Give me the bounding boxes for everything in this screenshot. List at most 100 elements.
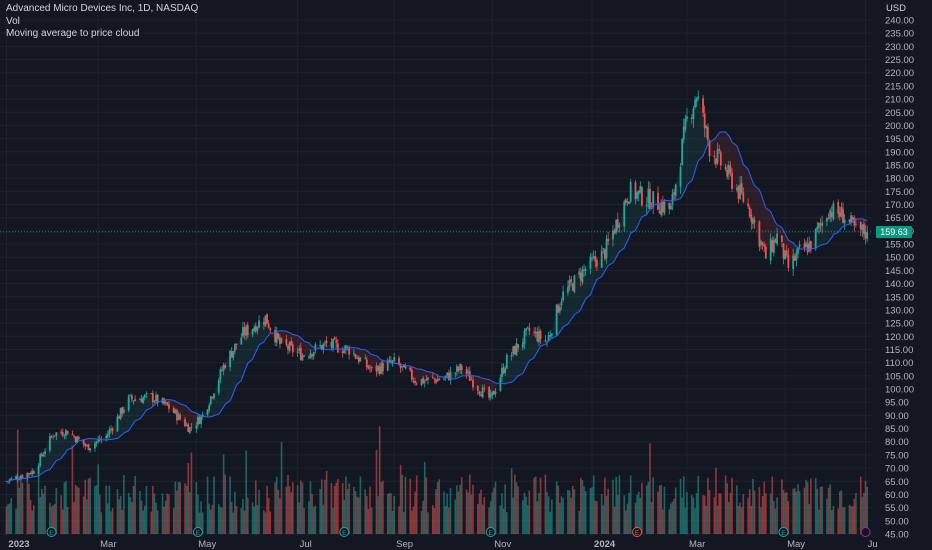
cloud-segment (94, 438, 97, 444)
volume-bar (446, 493, 449, 534)
earnings-marker-icon[interactable] (632, 527, 643, 537)
volume-bar (774, 508, 777, 534)
candle-body (251, 329, 254, 335)
volume-bar (370, 507, 373, 534)
symbol-title[interactable]: Advanced Micro Devices Inc, 1D, NASDAQ (6, 3, 199, 14)
candle-body (224, 364, 227, 368)
volume-bar (639, 497, 642, 534)
volume-bar (842, 507, 844, 534)
cloud-segment (302, 339, 305, 356)
earnings-marker-icon[interactable] (339, 527, 350, 537)
currency-label[interactable]: USD (885, 3, 906, 14)
cloud-segment (135, 399, 140, 421)
candle-body (298, 348, 301, 351)
volume-bar (443, 491, 445, 534)
volume-bar (708, 489, 711, 534)
cloud-segment (64, 429, 66, 455)
x-tick-label: 2024 (594, 539, 616, 550)
cloud-segment (585, 256, 591, 299)
earnings-marker-icon[interactable] (192, 527, 203, 537)
volume-label[interactable]: Vol (6, 15, 20, 27)
cloud-segment (337, 348, 343, 354)
candle-body (399, 365, 402, 369)
candle-body (547, 335, 550, 342)
indicator-label[interactable]: Moving average to price cloud (6, 28, 140, 39)
volume-bar (637, 491, 640, 534)
earnings-marker-icon[interactable] (46, 527, 57, 537)
candle-body (354, 354, 357, 359)
volume-bar (206, 476, 209, 534)
candle-body (177, 413, 180, 421)
y-tick-label: 115.00 (885, 345, 913, 356)
volume-bar (31, 510, 33, 534)
candle-body (229, 351, 231, 368)
cloud-segment (785, 233, 787, 256)
candle-body (600, 250, 603, 268)
cloud-segment (111, 428, 113, 440)
candle-body (94, 443, 96, 449)
volume-bar (763, 481, 766, 534)
volume-bar (851, 506, 854, 534)
volume-bar (468, 474, 471, 534)
volume-bar (221, 507, 223, 534)
volume-bar (776, 497, 778, 534)
candle-body (446, 372, 449, 376)
earnings-marker-icon[interactable] (485, 527, 496, 537)
volume-bar (234, 491, 236, 534)
volume-bar (634, 502, 637, 534)
candle-body (481, 387, 484, 398)
candle-body (517, 344, 519, 349)
candle-body (501, 367, 503, 378)
candle-body (624, 199, 627, 204)
volume-bar (189, 492, 191, 534)
volume-bar (729, 492, 732, 534)
candle-body (491, 391, 494, 396)
y-tick-label: 240.00 (885, 16, 914, 27)
volume-bar (668, 509, 671, 534)
candle-body (483, 387, 486, 389)
candle-body (414, 381, 416, 383)
candle-body (467, 371, 470, 373)
volume-bar (266, 485, 268, 534)
candle-body (343, 348, 346, 354)
earnings-marker-icon[interactable] (860, 527, 871, 537)
candle-body (287, 345, 289, 350)
cloud-segment (146, 393, 152, 411)
volume-bar (728, 501, 730, 534)
volume-bar (296, 485, 299, 534)
volume-bar (707, 477, 709, 534)
cloud-segment (382, 360, 388, 372)
candle-body (279, 337, 281, 345)
volume-bar (393, 495, 395, 534)
candle-body (536, 331, 539, 342)
x-tick-label: May (787, 539, 805, 550)
candle-body (504, 368, 507, 373)
volume-bar (41, 488, 43, 534)
volume-bar (549, 511, 552, 534)
volume-bar (156, 510, 159, 534)
volume-bar (116, 489, 119, 534)
candle-body (468, 371, 471, 381)
candle-body (681, 138, 684, 166)
volume-bar (674, 487, 677, 534)
candle-body (705, 126, 708, 129)
candle-body (602, 248, 605, 250)
candle-body (195, 425, 198, 429)
candle-body (256, 327, 259, 331)
volume-bar (533, 477, 535, 534)
volume-bar (52, 505, 54, 534)
volume-bar (174, 481, 177, 534)
volume-bar (686, 491, 688, 534)
candle-body (776, 233, 778, 244)
candle-body (29, 473, 32, 475)
cloud-segment (473, 375, 478, 391)
volume-bar (805, 479, 807, 534)
volume-bar (222, 454, 225, 534)
x-tick-label: Mar (100, 539, 116, 550)
candle-body (76, 436, 79, 443)
earnings-marker-icon[interactable] (778, 527, 789, 537)
volume-bar (864, 480, 867, 534)
candle-body (277, 333, 280, 339)
